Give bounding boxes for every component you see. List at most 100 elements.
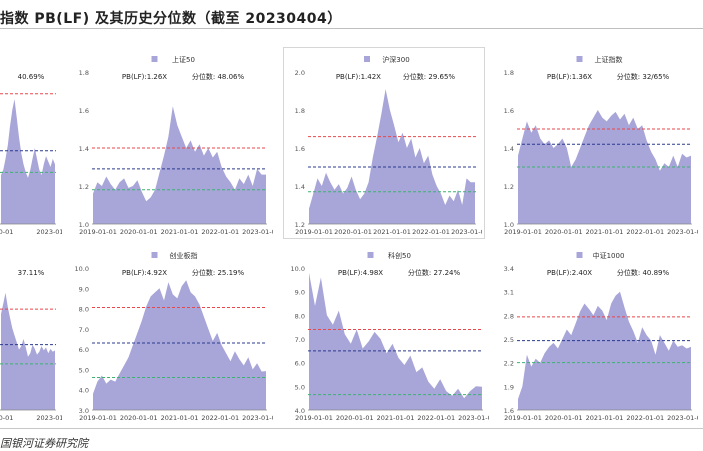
y-tick-label: 1.0: [504, 221, 514, 229]
y-tick-label: 4.0: [79, 387, 89, 395]
source-note: 国银河证券研究院: [0, 437, 88, 450]
pb-value-label: PB(LF):1.42X: [336, 73, 381, 81]
y-tick-label: 9.0: [79, 285, 89, 293]
y-tick-label: 1.2: [295, 221, 305, 229]
title-divider: [0, 28, 703, 29]
x-tick-label: 2021-01-01: [586, 414, 624, 422]
y-tick-label: 8.0: [295, 312, 305, 320]
footer-divider: [0, 428, 703, 429]
y-tick-label: 1.6: [295, 145, 305, 153]
y-tick-label: 2.0: [295, 69, 305, 77]
y-tick-label: 6.0: [295, 360, 305, 368]
chart-title: 沪深300: [382, 55, 409, 64]
y-tick-label: 9.0: [295, 289, 305, 297]
y-tick-label: 1.2: [504, 183, 514, 191]
chart-panel-1: 0-01 2023-01 40.69%: [0, 73, 62, 236]
y-tick-label: 2.2: [504, 360, 514, 368]
chart-title: 上证50: [172, 55, 195, 64]
legend-swatch: [364, 56, 370, 62]
legend-swatch: [576, 252, 583, 258]
percentile-label: 分位数: 40.89%: [617, 268, 670, 277]
x-tick-label: 2019-01-01: [79, 228, 117, 236]
pb-value-label: PB(LF):1.36X: [547, 73, 592, 81]
x-tick-label: 2022-01-01: [626, 414, 664, 422]
percentile-label: 分位数: 27.24%: [408, 268, 461, 277]
x-tick-label: 2019-01-01: [79, 414, 117, 422]
x-tick-label: 2023-01-01: [667, 228, 698, 236]
y-tick-label: 1.6: [504, 107, 514, 115]
pb-area-series: [93, 280, 266, 410]
pb-area-series: [309, 272, 482, 410]
y-tick-label: 3.4: [504, 265, 514, 273]
percentile-label: 40.69%: [18, 73, 45, 81]
x-tick-label: 2023-01-01: [451, 228, 482, 236]
x-tick-label: 2023-01-01: [242, 414, 273, 422]
x-tick-label: 2023-01-01: [242, 228, 273, 236]
legend-swatch: [576, 56, 583, 62]
legend-swatch: [151, 252, 158, 258]
y-tick-label: 1.4: [79, 145, 89, 153]
x-tick-label: 2021-01-01: [161, 414, 199, 422]
x-tick-label: 2021-01-01: [586, 228, 624, 236]
x-tick-label: 2023-01: [36, 228, 62, 236]
y-tick-label: 1.2: [79, 183, 89, 191]
x-tick-label: 2020-01-01: [120, 414, 158, 422]
y-tick-label: 1.4: [295, 183, 305, 191]
pb-area-series: [309, 89, 475, 224]
y-tick-label: 1.8: [295, 107, 305, 115]
y-tick-label: 10.0: [75, 265, 89, 273]
x-tick-label: 2019-01-01: [504, 414, 542, 422]
x-tick-label: 2020-01-01: [545, 228, 583, 236]
y-tick-label: 3.0: [79, 407, 89, 415]
y-tick-label: 1.0: [79, 221, 89, 229]
x-tick-label: 2023-01: [36, 414, 62, 422]
x-tick-label: 2020-01-01: [545, 414, 583, 422]
y-tick-label: 1.6: [79, 107, 89, 115]
x-tick-label: 0-01: [0, 414, 13, 422]
y-tick-label: 3.1: [504, 289, 514, 297]
pb-value-label: PB(LF):1.26X: [122, 73, 167, 81]
y-tick-label: 6.0: [79, 346, 89, 354]
percentile-label: 分位数: 48.06%: [192, 72, 245, 81]
y-tick-label: 5.0: [295, 383, 305, 391]
x-tick-label: 2020-01-01: [334, 228, 372, 236]
pb-value-label: PB(LF):4.92X: [122, 269, 167, 277]
highlighted-panel-frame: [283, 47, 485, 239]
pb-area-series: [93, 106, 266, 224]
percentile-label: 分位数: 32/65%: [617, 72, 670, 81]
page-title: 指数 PB(LF) 及其历史分位数（截至 20230404）: [0, 11, 342, 27]
chart-title: 科创50: [388, 251, 411, 260]
x-tick-label: 2021-01-01: [161, 228, 199, 236]
x-tick-label: 2021-01-01: [373, 228, 411, 236]
percentile-label: 分位数: 29.65%: [403, 72, 456, 81]
x-tick-label: 2021-01-01: [377, 414, 415, 422]
y-tick-label: 1.6: [504, 407, 514, 415]
pb-value-label: PB(LF):4.98X: [338, 269, 383, 277]
y-tick-label: 1.4: [504, 145, 514, 153]
chart-panel-5: 0-01 2023-01 37.11%: [0, 269, 62, 422]
pb-area-series: [1, 292, 55, 410]
x-tick-label: 2022-01-01: [412, 228, 450, 236]
y-tick-label: 1.8: [79, 69, 89, 77]
y-tick-label: 1.9: [504, 383, 514, 391]
x-tick-label: 2022-01-01: [201, 228, 239, 236]
x-tick-label: 2022-01-01: [417, 414, 455, 422]
y-tick-label: 10.0: [291, 265, 305, 273]
x-tick-label: 2019-01-01: [504, 228, 542, 236]
y-tick-label: 5.0: [79, 366, 89, 374]
y-tick-label: 4.0: [295, 407, 305, 415]
y-tick-label: 8.0: [79, 306, 89, 314]
percentile-label: 分位数: 25.19%: [192, 268, 245, 277]
x-tick-label: 2022-01-01: [201, 414, 239, 422]
x-tick-label: 2019-01-01: [295, 228, 333, 236]
y-tick-label: 7.0: [79, 326, 89, 334]
pb-value-label: PB(LF):2.40X: [547, 269, 592, 277]
y-tick-label: 1.8: [504, 69, 514, 77]
y-tick-label: 2.5: [504, 336, 514, 344]
x-tick-label: 2023-01-01: [667, 414, 698, 422]
